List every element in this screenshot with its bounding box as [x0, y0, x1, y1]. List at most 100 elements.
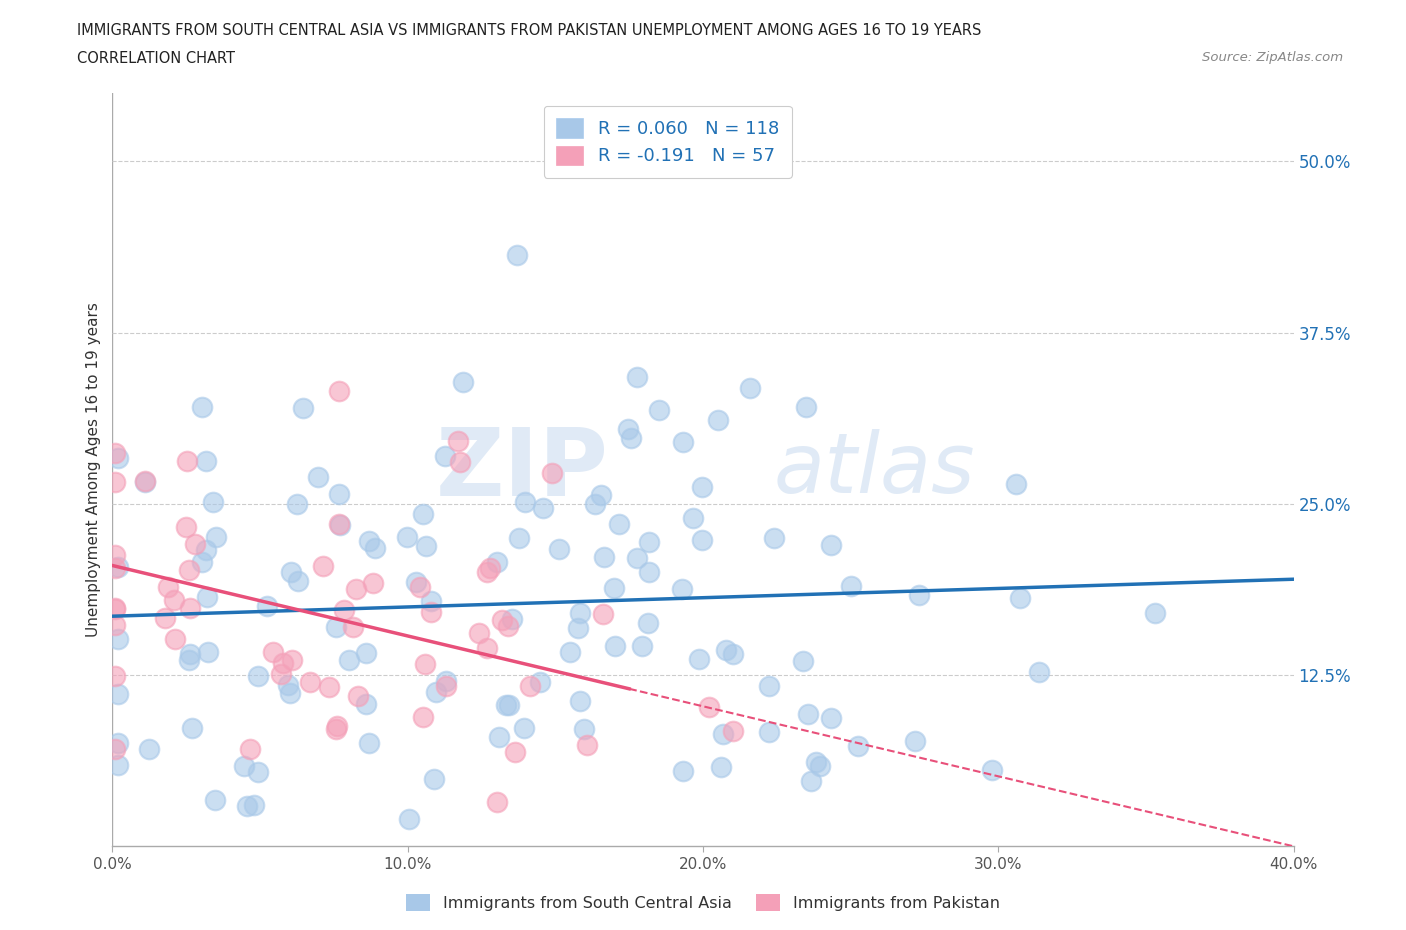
Point: [486, 555, 509, 570]
Point: [723, 724, 745, 738]
Point: [758, 679, 780, 694]
Text: Source: ZipAtlas.com: Source: ZipAtlas.com: [1202, 51, 1343, 64]
Point: [163, 632, 186, 647]
Point: [792, 653, 814, 668]
Point: [184, 537, 207, 551]
Y-axis label: Unemployment Among Ages 16 to 19 years: Unemployment Among Ages 16 to 19 years: [86, 302, 101, 637]
Point: [637, 535, 659, 550]
Point: [1008, 591, 1031, 605]
Point: [247, 764, 270, 779]
Point: [495, 698, 517, 712]
Point: [617, 421, 640, 436]
Point: [711, 727, 734, 742]
Point: [519, 679, 541, 694]
Point: [107, 450, 129, 465]
Point: [907, 588, 929, 603]
Point: [637, 616, 659, 631]
Point: [104, 669, 127, 684]
Point: [107, 736, 129, 751]
Point: [637, 565, 659, 579]
Point: [690, 533, 713, 548]
Point: [176, 454, 198, 469]
Point: [697, 699, 720, 714]
Point: [107, 758, 129, 773]
Point: [763, 531, 786, 546]
Point: [153, 611, 176, 626]
Point: [592, 550, 614, 565]
Text: atlas: atlas: [773, 429, 976, 511]
Point: [503, 744, 526, 759]
Point: [846, 739, 869, 754]
Point: [233, 759, 256, 774]
Point: [318, 680, 340, 695]
Point: [412, 507, 434, 522]
Point: [236, 799, 259, 814]
Point: [714, 643, 737, 658]
Text: IMMIGRANTS FROM SOUTH CENTRAL ASIA VS IMMIGRANTS FROM PAKISTAN UNEMPLOYMENT AMON: IMMIGRANTS FROM SOUTH CENTRAL ASIA VS IM…: [77, 23, 981, 38]
Point: [477, 565, 499, 579]
Point: [134, 475, 156, 490]
Point: [405, 575, 427, 590]
Point: [560, 644, 582, 659]
Point: [280, 565, 302, 579]
Point: [513, 494, 536, 509]
Point: [342, 620, 364, 635]
Point: [533, 500, 555, 515]
Point: [104, 602, 127, 617]
Point: [1028, 664, 1050, 679]
Point: [506, 247, 529, 262]
Point: [568, 694, 591, 709]
Point: [721, 646, 744, 661]
Point: [841, 578, 863, 593]
Point: [808, 759, 831, 774]
Point: [449, 454, 471, 469]
Point: [256, 598, 278, 613]
Point: [671, 435, 693, 450]
Point: [451, 375, 474, 390]
Point: [180, 721, 202, 736]
Point: [529, 674, 551, 689]
Point: [758, 724, 780, 739]
Point: [904, 734, 927, 749]
Point: [690, 480, 713, 495]
Point: [326, 719, 349, 734]
Point: [420, 604, 443, 619]
Point: [333, 603, 356, 618]
Point: [337, 652, 360, 667]
Point: [485, 794, 508, 809]
Point: [419, 593, 441, 608]
Point: [156, 579, 179, 594]
Point: [179, 563, 201, 578]
Point: [425, 684, 447, 699]
Point: [287, 574, 309, 589]
Point: [104, 446, 127, 461]
Point: [138, 741, 160, 756]
Point: [270, 667, 292, 682]
Text: ZIP: ZIP: [436, 424, 609, 515]
Point: [104, 474, 127, 489]
Point: [356, 697, 378, 711]
Point: [475, 641, 498, 656]
Point: [328, 516, 350, 531]
Point: [329, 517, 352, 532]
Point: [134, 474, 156, 489]
Point: [364, 541, 387, 556]
Point: [592, 606, 614, 621]
Point: [412, 711, 434, 725]
Point: [631, 638, 654, 653]
Point: [325, 619, 347, 634]
Point: [395, 530, 418, 545]
Point: [512, 721, 534, 736]
Point: [344, 582, 367, 597]
Point: [671, 581, 693, 596]
Point: [277, 678, 299, 693]
Point: [357, 533, 380, 548]
Point: [307, 470, 329, 485]
Point: [325, 722, 347, 737]
Point: [104, 561, 127, 576]
Legend: R = 0.060   N = 118, R = -0.191   N = 57: R = 0.060 N = 118, R = -0.191 N = 57: [544, 106, 792, 178]
Point: [104, 741, 127, 756]
Point: [104, 618, 127, 633]
Point: [281, 653, 304, 668]
Point: [273, 656, 295, 671]
